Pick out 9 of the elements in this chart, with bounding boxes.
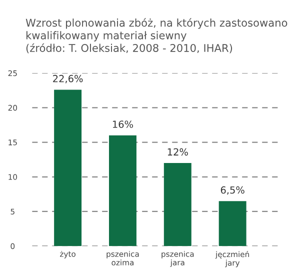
- data-label: 12%: [168, 148, 188, 156]
- bar: [164, 163, 192, 246]
- bar: [54, 90, 82, 246]
- bar: [108, 135, 136, 246]
- data-label: 16%: [112, 120, 133, 128]
- data-label: 6,5%: [220, 186, 244, 195]
- chart-title: Wzrost plonowania zbóż, na których zastosowano kwalifikowany materiał siewny (źródło: T. Oleksiak, 2008 - 2010, IHAR): [26, 18, 288, 54]
- bar: [218, 201, 246, 246]
- data-label: 22,6%: [53, 74, 83, 84]
